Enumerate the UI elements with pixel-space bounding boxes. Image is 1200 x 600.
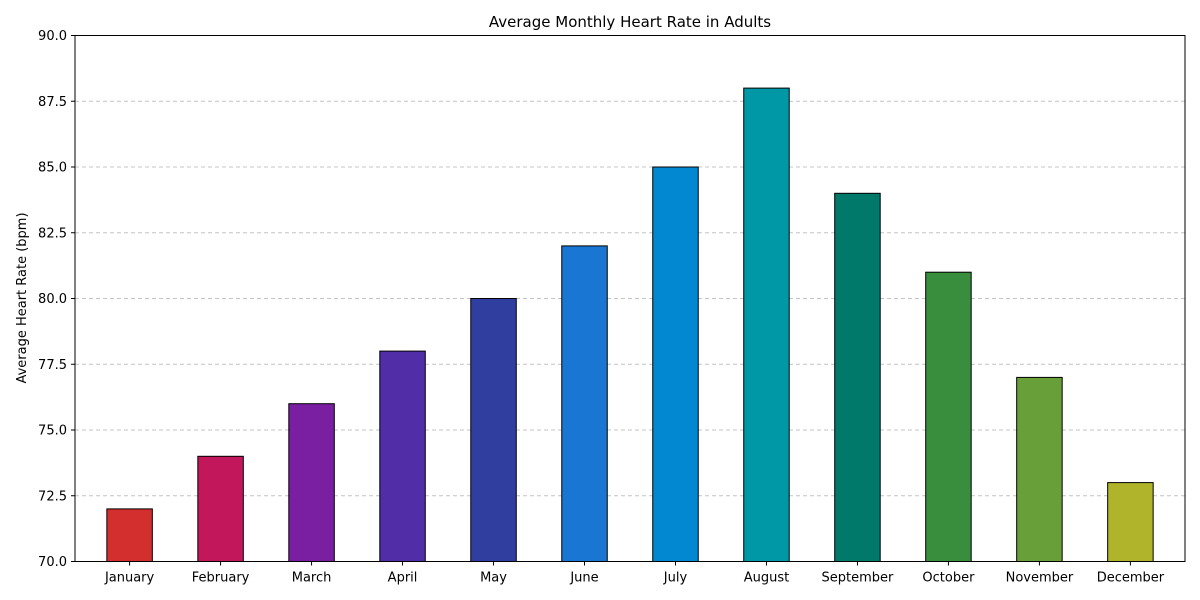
y-tick-label: 77.5	[38, 358, 67, 373]
x-tick-label: August	[744, 571, 790, 586]
x-tick-label: February	[192, 571, 250, 586]
bar-december	[1107, 482, 1154, 563]
bar-july	[652, 166, 699, 562]
bar-march	[288, 403, 335, 563]
y-tick-label: 90.0	[38, 29, 67, 44]
bar-april	[379, 350, 426, 562]
chart-title: Average Monthly Heart Rate in Adults	[489, 13, 771, 31]
bar-october	[925, 271, 972, 562]
x-tick-label: November	[1006, 571, 1074, 586]
x-tick-label: July	[663, 571, 688, 586]
y-tick-label: 80.0	[38, 292, 67, 307]
y-tick-label: 85.0	[38, 161, 67, 176]
y-tick-label: 87.5	[38, 95, 67, 110]
bar-january	[106, 508, 153, 562]
bar-august	[743, 87, 790, 562]
bar-november	[1016, 376, 1063, 562]
x-tick-label: December	[1097, 571, 1165, 586]
bar-june	[561, 245, 608, 562]
y-tick-label: 75.0	[38, 424, 67, 439]
bar-september	[834, 192, 881, 563]
x-tick-label: June	[569, 571, 598, 586]
bar-may	[470, 298, 517, 562]
y-axis-label: Average Heart Rate (bpm)	[15, 212, 30, 383]
y-axis: 70.0 72.5 75.0 77.5 80.0 82.5 85.0 87.5 90.0	[38, 29, 75, 570]
x-tick-label: September	[822, 571, 895, 586]
y-tick-label: 72.5	[38, 489, 67, 504]
x-tick-label: May	[480, 571, 507, 586]
x-tick-label: April	[388, 571, 418, 586]
y-tick-label: 70.0	[38, 555, 67, 570]
y-tick-label: 82.5	[38, 226, 67, 241]
x-tick-label: March	[292, 571, 332, 586]
bar-february	[197, 455, 244, 562]
x-tick-label: January	[104, 571, 155, 586]
gridlines	[75, 100, 1185, 497]
bars	[106, 87, 1154, 563]
x-axis: January February March April May June July Augu…	[104, 561, 1165, 586]
x-tick-label: October	[922, 571, 975, 586]
